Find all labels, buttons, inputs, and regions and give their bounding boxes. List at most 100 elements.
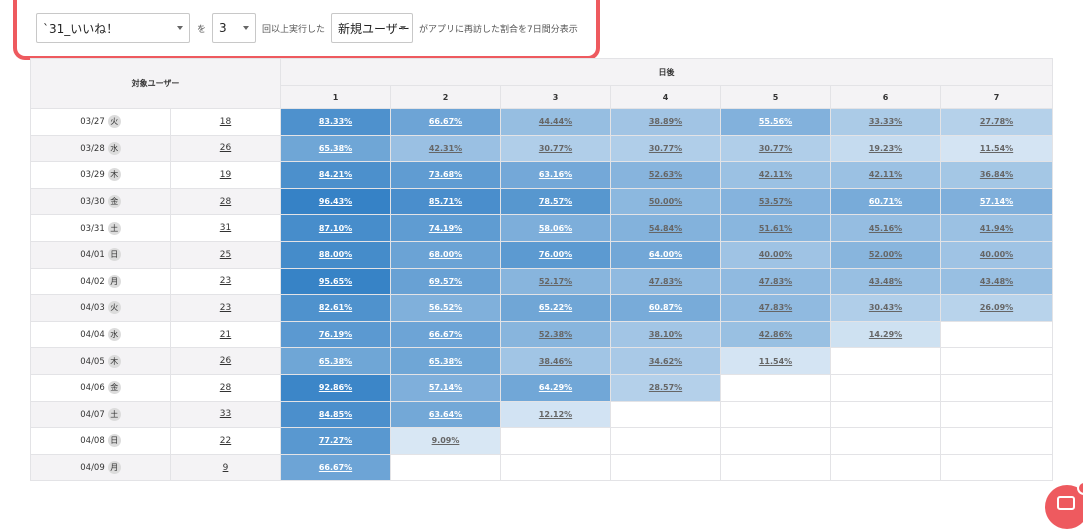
retention-value-link[interactable]: 41.94%	[979, 223, 1014, 233]
cohort-count-link[interactable]: 18	[219, 116, 232, 127]
retention-value-link[interactable]: 30.43%	[868, 303, 903, 313]
retention-value-link[interactable]: 57.14%	[428, 383, 463, 393]
retention-value-link[interactable]: 58.06%	[538, 223, 573, 233]
cohort-count-link[interactable]: 9	[222, 462, 229, 473]
retention-value-link[interactable]: 30.77%	[538, 143, 573, 153]
retention-value-link[interactable]: 27.78%	[979, 117, 1014, 127]
retention-value-link[interactable]: 42.31%	[428, 143, 463, 153]
weekday-badge: 月	[107, 274, 121, 288]
cohort-count-link[interactable]: 28	[219, 382, 232, 393]
cohort-count-link[interactable]: 21	[219, 329, 232, 340]
retention-value-link[interactable]: 44.44%	[538, 117, 573, 127]
retention-value-link[interactable]: 63.64%	[428, 409, 463, 419]
retention-value-link[interactable]: 43.48%	[868, 276, 903, 286]
retention-value-link[interactable]: 77.27%	[318, 436, 353, 446]
retention-value-link[interactable]: 30.77%	[758, 143, 793, 153]
retention-value-link[interactable]: 92.86%	[318, 383, 353, 393]
cohort-count-link[interactable]: 22	[219, 435, 232, 446]
retention-value-link[interactable]: 55.56%	[758, 117, 793, 127]
retention-value-link[interactable]: 60.87%	[648, 303, 683, 313]
cohort-count-link[interactable]: 26	[219, 356, 232, 367]
retention-value-link[interactable]: 43.48%	[979, 276, 1014, 286]
retention-cell: 58.06%	[500, 214, 611, 242]
retention-value-link[interactable]: 66.67%	[428, 330, 463, 340]
retention-value-link[interactable]: 40.00%	[979, 250, 1014, 260]
retention-value-link[interactable]: 11.54%	[758, 356, 793, 366]
retention-value-link[interactable]: 84.85%	[318, 409, 353, 419]
retention-value-link[interactable]: 52.38%	[538, 330, 573, 340]
retention-value-link[interactable]: 52.00%	[868, 250, 903, 260]
table-body: 03/27 火 18 83.33% 66.67% 44.44% 38.89% 55.56% 33…	[30, 108, 1054, 482]
retention-value-link[interactable]: 66.67%	[428, 117, 463, 127]
retention-value-link[interactable]: 87.10%	[318, 223, 353, 233]
retention-value-link[interactable]: 84.21%	[318, 170, 353, 180]
retention-value-link[interactable]: 73.68%	[428, 170, 463, 180]
retention-value-link[interactable]: 11.54%	[979, 143, 1014, 153]
retention-value-link[interactable]: 52.17%	[538, 276, 573, 286]
cohort-count-link[interactable]: 28	[219, 196, 232, 207]
retention-value-link[interactable]: 83.33%	[318, 117, 353, 127]
retention-cell: 52.17%	[500, 267, 611, 296]
count-select[interactable]: 3	[212, 13, 257, 43]
retention-value-link[interactable]: 52.63%	[648, 170, 683, 180]
retention-value-link[interactable]: 38.89%	[648, 117, 683, 127]
retention-value-link[interactable]: 65.38%	[428, 356, 463, 366]
retention-value-link[interactable]: 65.38%	[318, 143, 353, 153]
chat-launcher-button[interactable]	[1045, 481, 1083, 529]
retention-value-link[interactable]: 33.33%	[868, 117, 903, 127]
empty-cell	[720, 427, 831, 455]
retention-value-link[interactable]: 66.67%	[318, 463, 353, 473]
retention-value-link[interactable]: 60.71%	[868, 197, 903, 207]
cohort-count-link[interactable]: 31	[219, 223, 232, 234]
retention-value-link[interactable]: 56.52%	[428, 303, 463, 313]
retention-value-link[interactable]: 14.29%	[868, 330, 903, 340]
retention-value-link[interactable]: 42.11%	[868, 170, 903, 180]
retention-value-link[interactable]: 76.19%	[318, 330, 353, 340]
retention-value-link[interactable]: 54.84%	[648, 223, 683, 233]
retention-value-link[interactable]: 85.71%	[428, 197, 463, 207]
retention-value-link[interactable]: 64.00%	[648, 250, 683, 260]
retention-value-link[interactable]: 42.11%	[758, 170, 793, 180]
retention-value-link[interactable]: 30.77%	[648, 143, 683, 153]
retention-value-link[interactable]: 51.61%	[758, 223, 793, 233]
retention-value-link[interactable]: 65.38%	[318, 356, 353, 366]
retention-value-link[interactable]: 78.57%	[538, 197, 573, 207]
retention-value-link[interactable]: 50.00%	[648, 197, 683, 207]
cohort-count-link[interactable]: 19	[219, 169, 232, 180]
retention-value-link[interactable]: 34.62%	[648, 356, 683, 366]
retention-value-link[interactable]: 36.84%	[979, 170, 1014, 180]
cohort-count-link[interactable]: 33	[219, 409, 232, 420]
retention-value-link[interactable]: 47.83%	[758, 303, 793, 313]
retention-value-link[interactable]: 74.19%	[428, 223, 463, 233]
retention-value-link[interactable]: 26.09%	[979, 303, 1014, 313]
retention-value-link[interactable]: 76.00%	[538, 250, 573, 260]
retention-value-link[interactable]: 65.22%	[538, 303, 573, 313]
retention-value-link[interactable]: 96.43%	[318, 197, 353, 207]
retention-value-link[interactable]: 40.00%	[758, 250, 793, 260]
event-select[interactable]: `31_いいね！	[36, 13, 190, 43]
retention-value-link[interactable]: 47.83%	[648, 276, 683, 286]
retention-value-link[interactable]: 45.16%	[868, 223, 903, 233]
retention-value-link[interactable]: 64.29%	[538, 383, 573, 393]
retention-value-link[interactable]: 12.12%	[538, 409, 573, 419]
cohort-count-link[interactable]: 26	[219, 143, 232, 154]
retention-value-link[interactable]: 38.46%	[538, 356, 573, 366]
retention-value-link[interactable]: 9.09%	[431, 436, 460, 446]
retention-value-link[interactable]: 53.57%	[758, 197, 793, 207]
retention-value-link[interactable]: 47.83%	[758, 276, 793, 286]
retention-value-link[interactable]: 38.10%	[648, 330, 683, 340]
retention-value-link[interactable]: 42.86%	[758, 330, 793, 340]
retention-value-link[interactable]: 82.61%	[318, 303, 353, 313]
retention-value-link[interactable]: 68.00%	[428, 250, 463, 260]
retention-value-link[interactable]: 88.00%	[318, 250, 353, 260]
retention-value-link[interactable]: 57.14%	[979, 197, 1014, 207]
retention-value-link[interactable]: 19.23%	[868, 143, 903, 153]
cohort-count-link[interactable]: 25	[219, 249, 232, 260]
cohort-count-link[interactable]: 23	[219, 302, 232, 313]
user-type-select[interactable]: 新規ユーザー	[331, 13, 414, 43]
retention-value-link[interactable]: 95.65%	[318, 276, 353, 286]
retention-value-link[interactable]: 69.57%	[428, 276, 463, 286]
cohort-count-link[interactable]: 23	[219, 276, 232, 287]
retention-value-link[interactable]: 28.57%	[648, 383, 683, 393]
retention-value-link[interactable]: 63.16%	[538, 170, 573, 180]
